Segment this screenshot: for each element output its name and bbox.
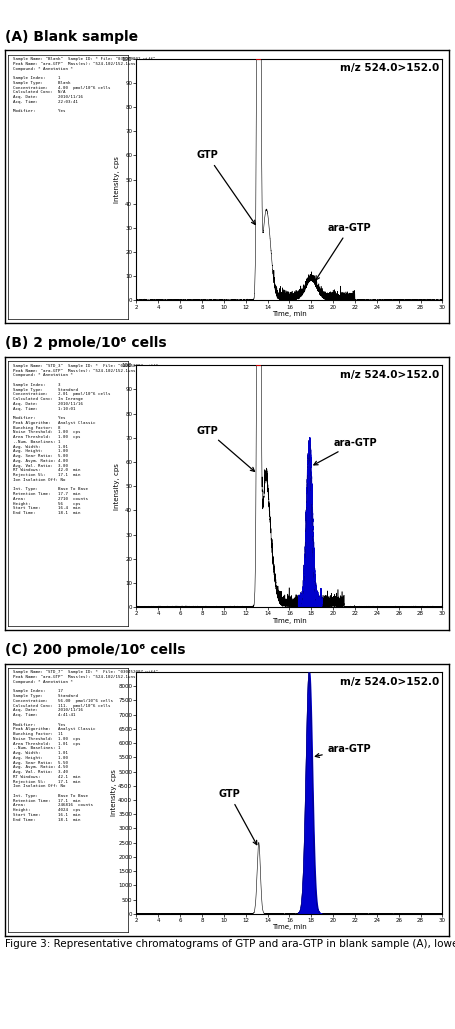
Text: Sample Name: "STD_3"  Sample ID: *  File: "030452003.wiff"
Peak Name: "ara-GTP" : Sample Name: "STD_3" Sample ID: * File: … <box>13 364 158 516</box>
Y-axis label: Intensity, cps: Intensity, cps <box>114 463 120 509</box>
Y-axis label: Intensity, cps: Intensity, cps <box>114 156 120 203</box>
Text: (A) Blank sample: (A) Blank sample <box>5 30 139 43</box>
Text: (C) 200 pmole/10⁶ cells: (C) 200 pmole/10⁶ cells <box>5 643 186 657</box>
X-axis label: Time, min: Time, min <box>272 924 307 930</box>
Text: Sample Name: "Blank"  Sample ID: * File: "030209002.wiff"
Peak Name: "ara-GTP"  : Sample Name: "Blank" Sample ID: * File: … <box>13 58 156 113</box>
Text: Sample Name: "STD_7"  Sample ID: *  File: "030452007.wiff"
Peak Name: "ara-GTP" : Sample Name: "STD_7" Sample ID: * File: … <box>13 671 158 822</box>
Text: GTP: GTP <box>197 150 255 224</box>
Text: m/z 524.0>152.0: m/z 524.0>152.0 <box>340 64 440 73</box>
Text: m/z 524.0>152.0: m/z 524.0>152.0 <box>340 370 440 380</box>
Text: GTP: GTP <box>218 789 257 845</box>
Text: GTP: GTP <box>197 426 254 471</box>
Text: m/z 524.0>152.0: m/z 524.0>152.0 <box>340 677 440 686</box>
Y-axis label: Intensity, cps: Intensity, cps <box>111 770 117 816</box>
X-axis label: Time, min: Time, min <box>272 311 307 317</box>
Text: Figure 3: Representative chromatograms of GTP and ara-GTP in blank sample (A), l: Figure 3: Representative chromatograms o… <box>5 939 455 950</box>
Text: ara-GTP: ara-GTP <box>314 437 377 465</box>
Text: ara-GTP: ara-GTP <box>316 223 371 280</box>
Text: (B) 2 pmole/10⁶ cells: (B) 2 pmole/10⁶ cells <box>5 336 167 350</box>
Text: ara-GTP: ara-GTP <box>315 744 371 757</box>
X-axis label: Time, min: Time, min <box>272 617 307 624</box>
